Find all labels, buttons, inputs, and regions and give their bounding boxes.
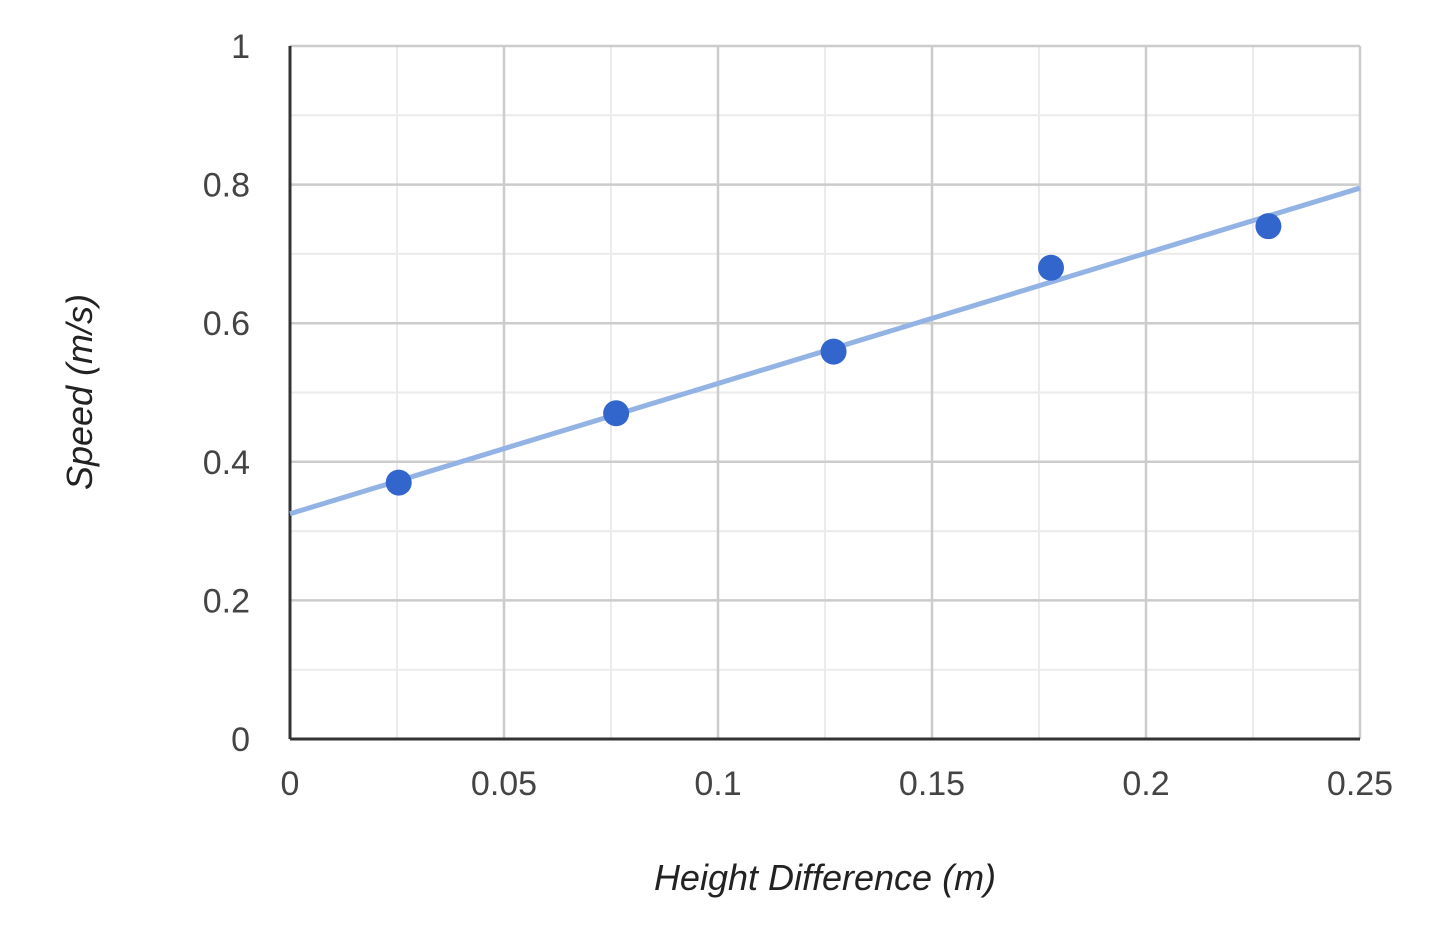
data-points	[385, 213, 1282, 496]
data-point	[385, 469, 412, 496]
y-tick-label: 0	[231, 721, 250, 759]
x-axis-title: Height Difference (m)	[654, 857, 996, 898]
axes	[288, 46, 1360, 741]
data-point	[603, 400, 630, 427]
data-point	[1255, 213, 1282, 240]
x-tick-label: 0.1	[694, 765, 741, 803]
data-point	[820, 338, 847, 365]
x-tick-label: 0.15	[899, 765, 965, 803]
minor-gridlines	[290, 46, 1360, 739]
y-tick-label: 0.4	[203, 444, 250, 482]
x-tick-label: 0.25	[1327, 765, 1393, 803]
data-point	[1037, 254, 1064, 281]
y-tick-label: 0.2	[203, 582, 250, 620]
major-gridlines	[290, 44, 1362, 739]
y-tick-labels: 0 0.2 0.4 0.6 0.8 1	[203, 28, 250, 759]
y-tick-label: 1	[231, 28, 250, 66]
y-tick-label: 0.8	[203, 167, 250, 205]
x-tick-label: 0	[281, 765, 300, 803]
x-tick-labels: 0 0.05 0.1 0.15 0.2 0.25	[281, 765, 1394, 803]
x-tick-label: 0.2	[1122, 765, 1169, 803]
x-tick-label: 0.05	[471, 765, 537, 803]
y-axis-title: Speed (m/s)	[59, 294, 100, 490]
y-tick-label: 0.6	[203, 305, 250, 343]
